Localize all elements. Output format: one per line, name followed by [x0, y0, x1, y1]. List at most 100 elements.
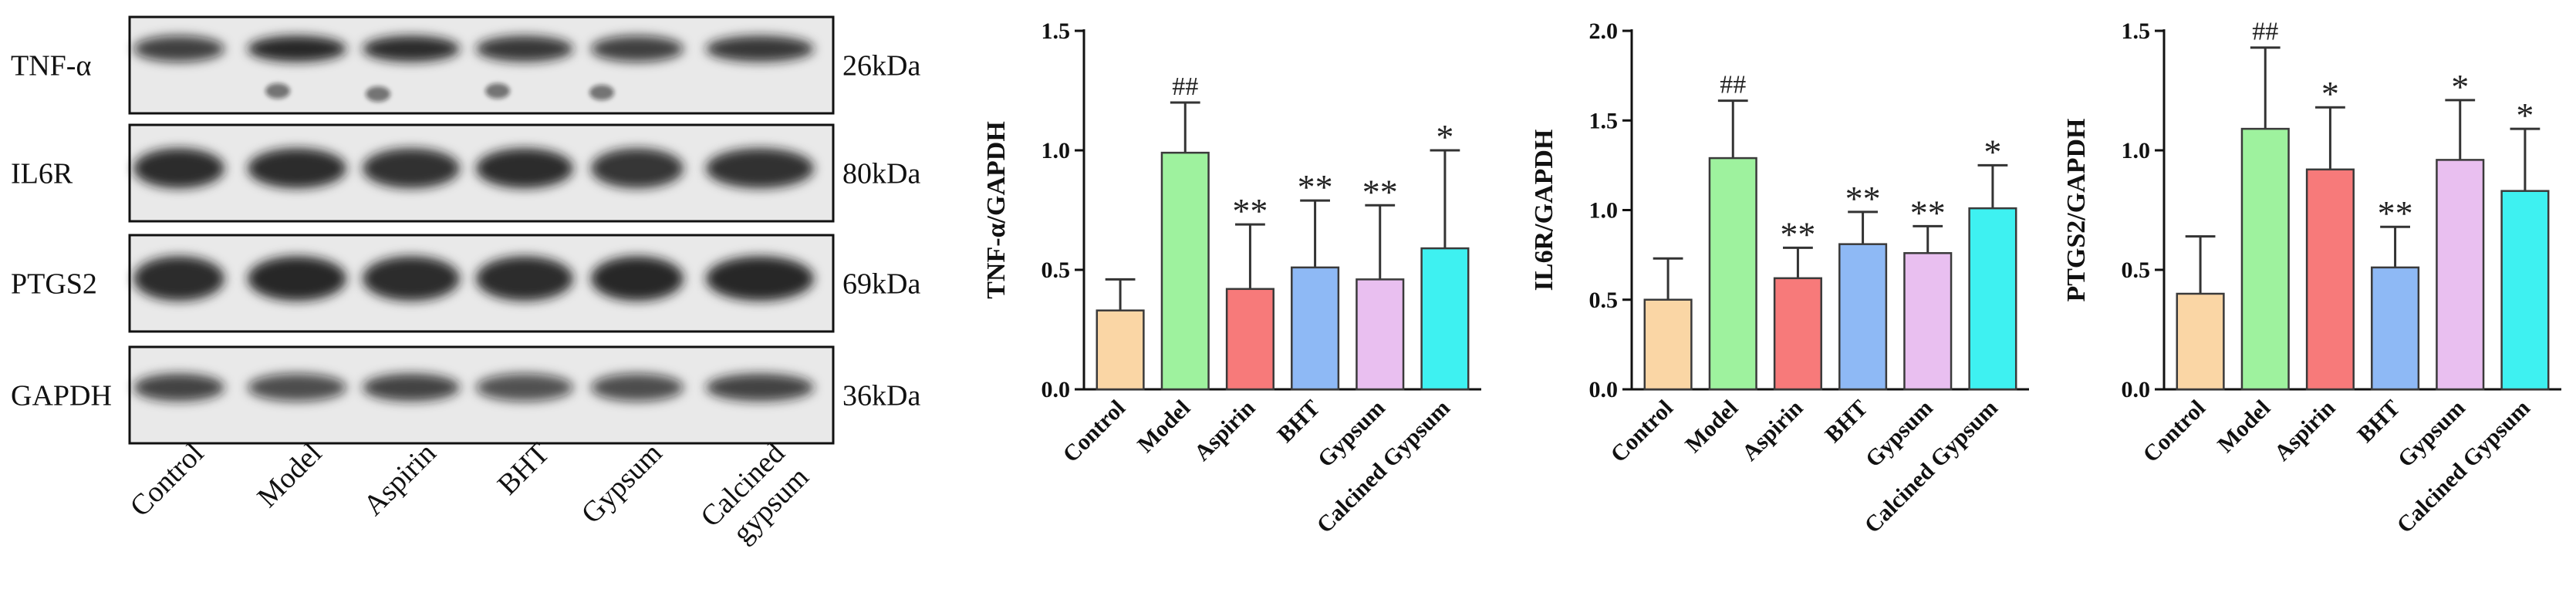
- x-tick-label-model: Model: [1133, 395, 1195, 458]
- bar-model: [1708, 157, 1757, 391]
- bar-calcined-gypsum: [2500, 190, 2550, 391]
- x-tick-label-model: Model: [1680, 395, 1743, 458]
- y-tick-label: 1.5: [1042, 19, 1071, 44]
- significance-label: **: [1910, 193, 1946, 232]
- x-tick-label-aspirin: Aspirin: [1737, 395, 1808, 466]
- x-tick-label-aspirin: Aspirin: [1190, 395, 1261, 466]
- significance-label: **: [1298, 167, 1333, 207]
- y-tick-label: 1.5: [1589, 108, 1619, 133]
- molecular-weight-label: 26kDa: [842, 50, 920, 82]
- significance-label: **: [1845, 179, 1881, 218]
- significance-label: *: [2321, 74, 2339, 113]
- y-axis-label: PTGS2/GAPDH: [2062, 118, 2091, 301]
- protein-label: GAPDH: [11, 380, 112, 412]
- blot-band: [363, 35, 460, 62]
- lane-label-line: BHT: [491, 437, 555, 501]
- x-tick-label-aspirin: Aspirin: [2270, 395, 2341, 466]
- blot-band: [706, 35, 814, 62]
- lane-label-line: Gypsum: [576, 437, 669, 530]
- significance-label: **: [2378, 194, 2413, 233]
- il6r-bar-chart: IL6R/GAPDH 0.0 0.5 1.0 1.5 2.0 Control ## Model *…: [1504, 0, 2060, 585]
- molecular-weight-label: 69kDa: [842, 268, 920, 301]
- x-tick-label-bht: BHT: [1820, 395, 1872, 448]
- bar-control: [1643, 298, 1693, 391]
- tnf-alpha-bar-chart: TNF-α/GAPDH 0.0 0.5 1.0 1.5 Control ## Model ** A…: [957, 0, 1512, 585]
- blot-band: [363, 373, 460, 402]
- blot-band: [591, 148, 684, 189]
- y-tick-label: 0.5: [1589, 288, 1619, 313]
- x-tick-label-bht: BHT: [2352, 395, 2405, 448]
- blot-band: [476, 35, 573, 62]
- bar-bht: [1838, 243, 1888, 391]
- lane-label-model: Model: [252, 437, 329, 514]
- bar-control: [1096, 309, 1145, 391]
- significance-label: ##: [1172, 72, 1198, 101]
- y-tick-label: 1.0: [2122, 138, 2151, 163]
- y-tick-label: 0.5: [2122, 257, 2151, 283]
- blot-band: [591, 373, 684, 402]
- bar-gypsum: [2436, 159, 2485, 391]
- significance-label: *: [2451, 67, 2469, 106]
- blot-band: [363, 256, 460, 301]
- y-tick-label: 0.0: [1589, 377, 1619, 402]
- y-axis-label: TNF-α/GAPDH: [982, 121, 1011, 299]
- blot-spot: [265, 83, 290, 99]
- bar-control: [2176, 292, 2225, 391]
- bar-gypsum: [1903, 252, 1953, 391]
- bar-bht: [1291, 266, 1340, 391]
- blot-spot: [589, 85, 614, 100]
- lane-label-calcined-gypsum: Calcinedgypsum: [694, 437, 815, 557]
- blot-frame: [128, 15, 835, 115]
- blot-band: [591, 256, 684, 301]
- blot-band: [248, 148, 346, 189]
- x-tick-label-bht: BHT: [1272, 395, 1325, 448]
- y-tick-label: 2.0: [1589, 19, 1619, 44]
- lane-label-control: Control: [124, 437, 211, 523]
- blot-band: [133, 256, 225, 301]
- blot-band: [706, 256, 814, 301]
- blot-band: [133, 35, 225, 62]
- blot-band: [476, 256, 573, 301]
- lane-label-gypsum: Gypsum: [576, 437, 669, 530]
- bar-aspirin: [1773, 277, 1822, 391]
- blot-band: [133, 373, 225, 402]
- x-tick-label-control: Control: [1605, 395, 1678, 468]
- significance-label: **: [1780, 214, 1815, 254]
- blot-band: [476, 373, 573, 402]
- bar-calcined-gypsum: [1420, 247, 1470, 391]
- x-tick-label-control: Control: [1058, 395, 1130, 468]
- y-tick-label: 0.0: [1042, 377, 1071, 402]
- blot-band: [363, 148, 460, 189]
- significance-label: *: [2516, 96, 2534, 135]
- lane-label-bht: BHT: [491, 437, 555, 501]
- ptgs2-bar-chart: PTGS2/GAPDH 0.0 0.5 1.0 1.5 Control ## Model * As…: [2037, 0, 2576, 585]
- y-tick-label: 1.0: [1042, 138, 1071, 163]
- significance-label: *: [1983, 132, 2001, 171]
- blot-row-ptgs2: PTGS2 69kDa: [11, 234, 920, 333]
- western-blot-panel: TNF-α 26kDa IL6R 80kDa PTGS2 69kDa GAPDH 36kDa …: [0, 0, 964, 585]
- lane-label-aspirin: Aspirin: [357, 437, 442, 522]
- chart-svg: IL6R/GAPDH 0.0 0.5 1.0 1.5 2.0 Control ## Model *…: [1530, 19, 2029, 538]
- blot-band: [591, 35, 684, 62]
- lane-label-line: Control: [124, 437, 211, 523]
- y-tick-label: 1.0: [1589, 198, 1619, 224]
- blot-band: [476, 148, 573, 189]
- significance-label: *: [1436, 117, 1453, 157]
- y-tick-label: 0.0: [2122, 377, 2151, 402]
- bar-gypsum: [1356, 278, 1405, 391]
- y-tick-label: 1.5: [2122, 19, 2151, 44]
- blot-spot: [485, 83, 510, 99]
- significance-label: **: [1232, 191, 1268, 231]
- blot-row-gapdh: GAPDH 36kDa: [11, 345, 920, 445]
- chart-svg: TNF-α/GAPDH 0.0 0.5 1.0 1.5 Control ## Model ** A…: [982, 19, 1481, 538]
- bar-aspirin: [2305, 168, 2355, 391]
- blot-band: [248, 256, 346, 301]
- blot-band: [248, 373, 346, 402]
- bar-model: [1160, 151, 1210, 391]
- molecular-weight-label: 36kDa: [842, 380, 920, 412]
- blot-band: [133, 148, 225, 189]
- protein-label: TNF-α: [11, 50, 91, 82]
- lane-label-line: Aspirin: [357, 437, 442, 522]
- y-axis-label: IL6R/GAPDH: [1530, 130, 1558, 291]
- chart-svg: PTGS2/GAPDH 0.0 0.5 1.0 1.5 Control ## Model * As…: [2062, 18, 2561, 538]
